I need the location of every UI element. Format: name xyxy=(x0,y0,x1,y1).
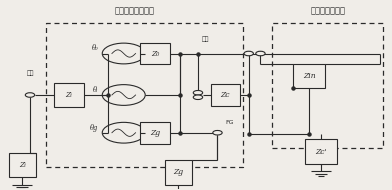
Circle shape xyxy=(193,90,203,95)
Text: Zᵢ: Zᵢ xyxy=(66,91,73,99)
Bar xyxy=(165,160,192,185)
Bar xyxy=(305,139,337,164)
Circle shape xyxy=(256,51,265,56)
Bar xyxy=(211,84,240,106)
Text: FG: FG xyxy=(225,120,234,125)
Text: オシロスコープ: オシロスコープ xyxy=(310,7,345,16)
Bar xyxy=(140,43,170,64)
Bar xyxy=(9,153,36,177)
Text: Zc: Zc xyxy=(221,91,230,99)
Bar xyxy=(293,64,325,88)
Circle shape xyxy=(193,95,203,100)
Text: Zᵢ: Zᵢ xyxy=(19,161,25,169)
Text: Zin: Zin xyxy=(303,72,316,80)
Text: θᵢ: θᵢ xyxy=(93,86,98,94)
Text: 出力: 出力 xyxy=(202,37,209,42)
Bar xyxy=(54,83,84,107)
Circle shape xyxy=(213,131,222,135)
Circle shape xyxy=(102,43,145,64)
Circle shape xyxy=(102,122,145,143)
Text: Z₀: Z₀ xyxy=(151,50,159,58)
Text: θ₀: θ₀ xyxy=(92,44,98,52)
Text: Zc': Zc' xyxy=(315,148,327,156)
Circle shape xyxy=(102,85,145,105)
Text: スイッチング電源: スイッチング電源 xyxy=(114,7,154,16)
Circle shape xyxy=(25,93,34,97)
Text: Zg: Zg xyxy=(173,168,183,176)
Text: 入力: 入力 xyxy=(26,70,34,76)
Bar xyxy=(140,122,170,144)
Text: Zg: Zg xyxy=(150,129,160,137)
Text: θg: θg xyxy=(90,124,98,131)
Circle shape xyxy=(244,51,253,56)
